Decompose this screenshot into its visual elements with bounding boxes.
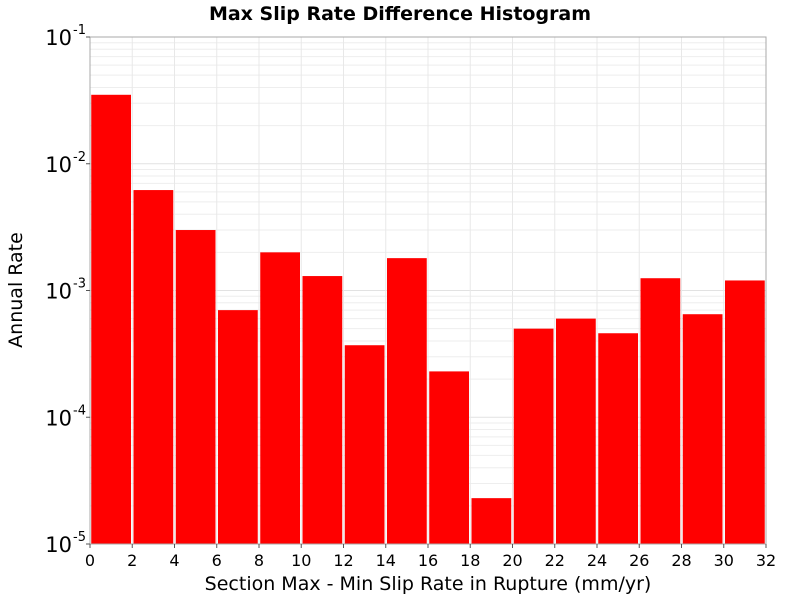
x-tick-label: 30 — [714, 551, 734, 570]
y-tick-base: 10 — [45, 406, 72, 430]
x-tick-label: 4 — [169, 551, 179, 570]
y-tick-base: 10 — [45, 26, 72, 50]
plot-area — [89, 36, 767, 545]
x-tick-label: 12 — [333, 551, 353, 570]
histogram-bar — [344, 345, 385, 544]
histogram-bar — [640, 278, 681, 544]
y-axis-ticks: 10-510-410-310-210-1 — [45, 23, 90, 557]
y-axis-label: Annual Rate — [5, 232, 27, 348]
histogram-bar — [725, 280, 765, 544]
x-tick-label: 20 — [502, 551, 522, 570]
x-tick-label: 18 — [460, 551, 480, 570]
y-tick-exponent: -4 — [73, 403, 86, 418]
histogram-bar — [556, 318, 596, 544]
x-tick-label: 32 — [756, 551, 776, 570]
x-tick-label: 22 — [545, 551, 565, 570]
y-tick-base: 10 — [45, 153, 72, 177]
y-tick-exponent: -5 — [73, 530, 86, 545]
x-tick-label: 2 — [127, 551, 137, 570]
histogram-bar — [133, 190, 174, 545]
x-tick-label: 28 — [671, 551, 691, 570]
y-tick-base: 10 — [45, 280, 72, 304]
x-axis-label: Section Max - Min Slip Rate in Rupture (… — [205, 573, 652, 595]
x-tick-label: 26 — [629, 551, 649, 570]
histogram-bar — [91, 94, 131, 545]
x-tick-label: 6 — [212, 551, 222, 570]
chart-title: Max Slip Rate Difference Histogram — [209, 3, 591, 25]
histogram-bar — [175, 230, 216, 544]
x-tick-label: 24 — [587, 551, 607, 570]
y-tick-exponent: -3 — [73, 277, 86, 292]
histogram-bar — [387, 258, 427, 544]
x-tick-label: 16 — [418, 551, 438, 570]
histogram-bar — [302, 276, 343, 544]
y-tick-exponent: -2 — [73, 150, 86, 165]
y-tick-exponent: -1 — [73, 23, 86, 38]
bars-group — [91, 94, 765, 545]
histogram-bar — [598, 333, 638, 544]
histogram-bar — [471, 498, 512, 544]
histogram-bar — [218, 310, 258, 544]
x-tick-label: 10 — [291, 551, 311, 570]
x-axis-ticks: 0 2 4 6 8 10 12 14 16 18 20 22 24 26 28 30 32 — [85, 544, 776, 570]
histogram-bar — [429, 371, 469, 544]
x-tick-label: 0 — [85, 551, 95, 570]
histogram-bar — [682, 314, 723, 544]
histogram-bar — [260, 252, 300, 544]
x-tick-label: 8 — [254, 551, 264, 570]
histogram-bar — [513, 328, 554, 544]
x-tick-label: 14 — [376, 551, 396, 570]
y-tick-base: 10 — [45, 533, 72, 557]
